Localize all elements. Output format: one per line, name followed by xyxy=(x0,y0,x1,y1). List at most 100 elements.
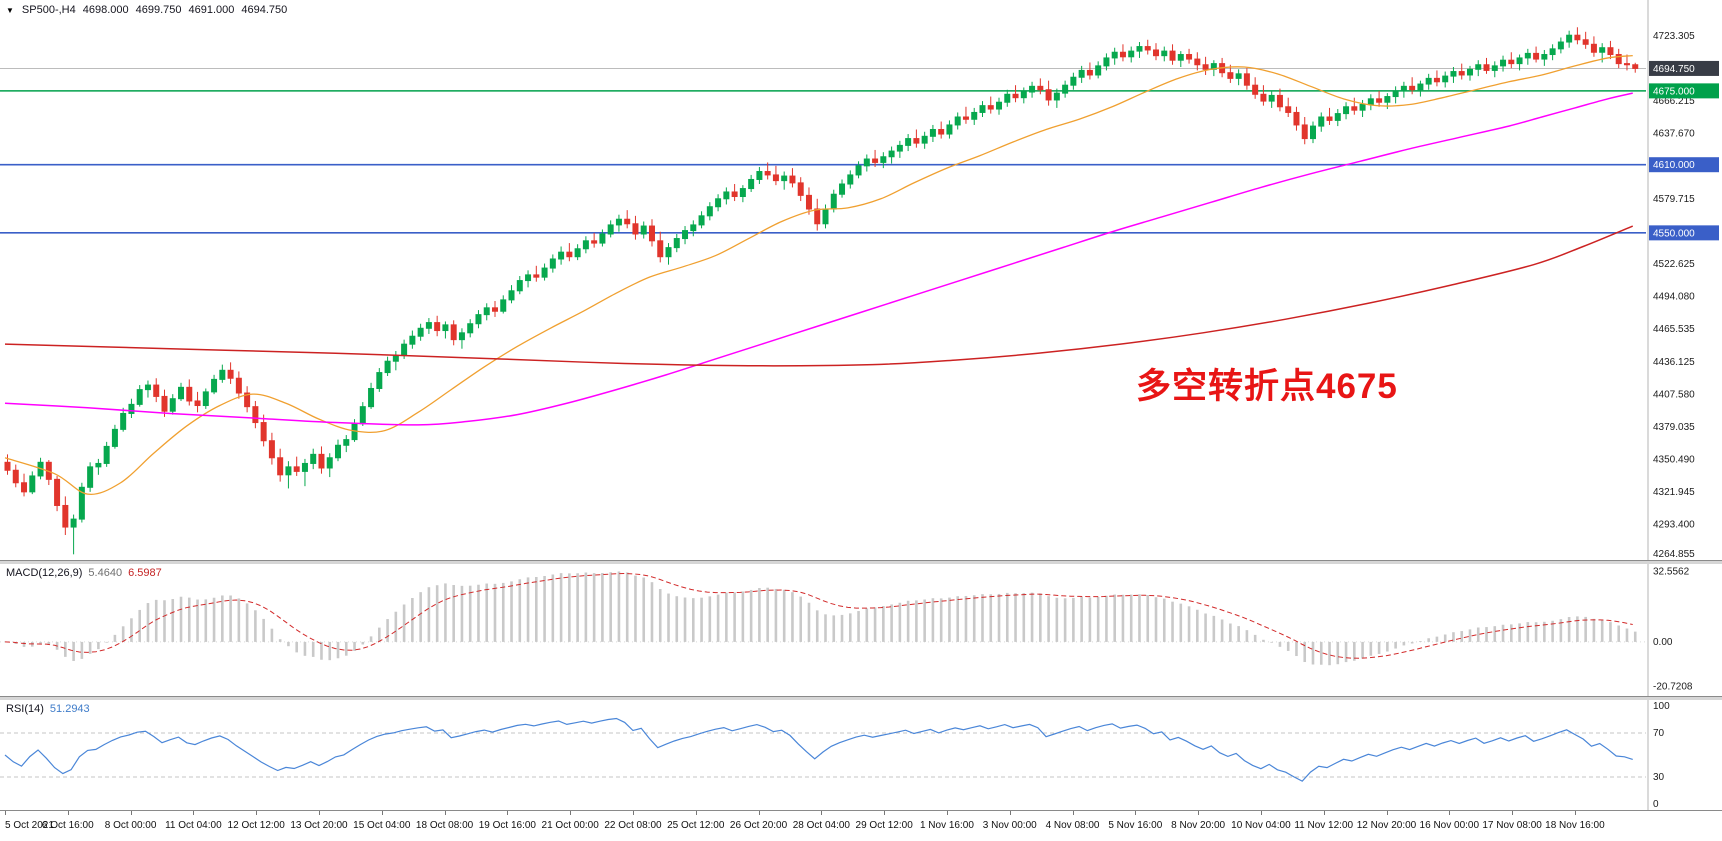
down-candle xyxy=(434,322,441,332)
time-tick xyxy=(130,811,132,815)
up-candle xyxy=(682,230,689,240)
down-candle xyxy=(1276,94,1283,108)
down-candle xyxy=(987,105,994,110)
rsi-axis-label: 70 xyxy=(1653,728,1665,739)
up-candle xyxy=(1053,92,1060,101)
down-candle xyxy=(12,469,19,484)
fast-ma-line[interactable] xyxy=(4,55,1633,495)
down-candle xyxy=(194,400,201,407)
time-tick xyxy=(381,811,383,815)
rsi-chart[interactable]: 100 70 30 0 xyxy=(0,700,1722,810)
up-candle xyxy=(384,360,391,374)
up-candle xyxy=(1549,48,1556,56)
panel-separator[interactable] xyxy=(0,696,1722,700)
down-candle xyxy=(1169,50,1176,61)
price-axis-label: 4379.035 xyxy=(1653,422,1695,433)
up-candle xyxy=(1062,84,1069,94)
up-candle xyxy=(87,466,94,488)
down-candle xyxy=(1194,58,1201,66)
current-price-badge-text: 4694.750 xyxy=(1653,64,1695,75)
up-candle xyxy=(896,144,903,152)
up-candle xyxy=(822,208,829,225)
up-candle xyxy=(359,406,366,425)
up-candle xyxy=(1557,41,1564,50)
macd-chart[interactable]: 32.5562 0.00 -20.7208 xyxy=(0,564,1722,696)
down-candle xyxy=(1433,77,1440,83)
up-candle xyxy=(401,343,408,357)
price-axis-label: 4436.125 xyxy=(1653,357,1695,368)
down-candle xyxy=(648,225,655,242)
down-candle xyxy=(1153,49,1160,57)
up-candle xyxy=(863,158,870,167)
rsi-label: RSI(14) 51.2943 xyxy=(6,703,90,715)
down-candle xyxy=(1186,54,1193,60)
down-candle xyxy=(872,158,879,163)
down-candle xyxy=(805,194,812,210)
time-axis[interactable]: 5 Oct 2021 6 Oct 16:00 8 Oct 00:00 11 Oct 0… xyxy=(0,810,1722,841)
time-axis-label: 11 Oct 04:00 xyxy=(165,820,222,831)
main-chart-panel: 4723.305 4666.215 4637.670 4579.715 4522.625… xyxy=(0,0,1722,560)
down-candle xyxy=(1326,116,1333,121)
up-candle xyxy=(665,247,672,258)
up-candle xyxy=(1384,96,1391,103)
down-candle xyxy=(731,191,738,198)
collapse-icon[interactable]: ▼ xyxy=(6,5,14,15)
down-candle xyxy=(153,384,160,397)
down-candle xyxy=(186,386,193,402)
up-candle xyxy=(1103,57,1110,67)
time-tick xyxy=(193,811,195,815)
time-tick xyxy=(946,811,948,815)
up-candle xyxy=(748,178,755,190)
up-candle xyxy=(144,384,151,391)
panel-separator[interactable] xyxy=(0,560,1722,564)
down-candle xyxy=(814,208,821,225)
up-candle xyxy=(103,445,110,464)
time-axis-label: 29 Oct 12:00 xyxy=(855,820,913,831)
up-candle xyxy=(1095,65,1102,76)
down-candle xyxy=(1508,59,1515,65)
medium-ma-line[interactable] xyxy=(4,92,1633,426)
up-candle xyxy=(343,439,350,446)
down-candle xyxy=(1574,34,1581,41)
down-candle xyxy=(1144,46,1151,51)
down-candle xyxy=(913,138,920,144)
down-candle xyxy=(1582,39,1589,45)
time-tick xyxy=(632,811,634,815)
up-candle xyxy=(1367,98,1374,106)
up-candle xyxy=(136,389,143,405)
up-candle xyxy=(1491,65,1498,71)
macd-label: MACD(12,26,9) 5.4640 6.5987 xyxy=(6,567,162,579)
time-axis-label: 8 Oct 00:00 xyxy=(104,820,157,831)
down-candle xyxy=(1376,98,1383,103)
down-candle xyxy=(450,324,457,341)
hline-badge-4610 xyxy=(1649,157,1719,173)
down-candle xyxy=(1458,71,1465,76)
up-candle xyxy=(1309,125,1316,140)
down-candle xyxy=(1409,85,1416,91)
up-candle xyxy=(640,225,647,235)
down-candle xyxy=(161,395,168,412)
up-candle xyxy=(458,332,465,341)
time-tick xyxy=(5,811,6,815)
symbol-timeframe-label: SP500-,H4 xyxy=(21,4,76,16)
time-axis-label: 25 Oct 12:00 xyxy=(667,820,725,831)
up-candle xyxy=(1466,68,1473,76)
time-tick xyxy=(1072,811,1074,815)
time-axis-label: 18 Oct 08:00 xyxy=(415,820,474,831)
up-candle xyxy=(29,475,36,493)
time-tick xyxy=(318,811,320,815)
up-candle xyxy=(1442,75,1449,83)
slow-ma-line[interactable] xyxy=(4,225,1634,367)
time-tick xyxy=(1323,811,1325,815)
down-candle xyxy=(1037,85,1044,91)
up-candle xyxy=(1425,77,1432,85)
down-candle xyxy=(54,478,61,506)
up-candle xyxy=(1004,93,1011,103)
down-candle xyxy=(1351,106,1358,111)
up-candle xyxy=(467,323,474,334)
up-candle xyxy=(525,274,532,282)
candlestick-chart[interactable]: 4723.305 4666.215 4637.670 4579.715 4522.625… xyxy=(0,0,1722,560)
down-candle xyxy=(797,182,804,196)
rsi-line xyxy=(4,717,1633,782)
up-candle xyxy=(508,290,515,301)
